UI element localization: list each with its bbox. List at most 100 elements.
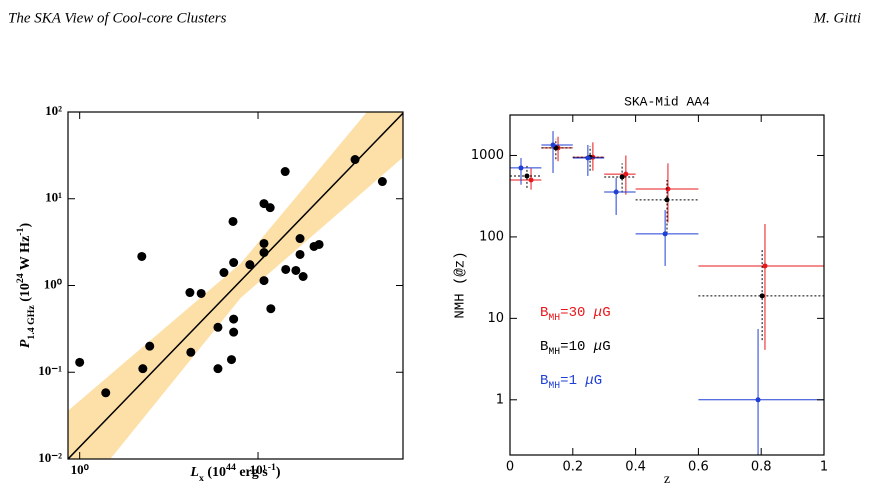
y-tick-label: 10 bbox=[487, 311, 504, 326]
y-tick-label: 10⁻¹ bbox=[38, 363, 62, 378]
label-part: 24 bbox=[15, 273, 26, 283]
plot-frame bbox=[509, 114, 825, 456]
y-tick-label: 100 bbox=[479, 229, 504, 244]
data-point bbox=[298, 271, 308, 281]
data-point bbox=[759, 293, 765, 299]
label-part: =30 bbox=[560, 305, 594, 321]
x-tick-label: 0.2 bbox=[562, 460, 583, 475]
x-axis-label: z bbox=[664, 472, 670, 487]
data-point bbox=[229, 314, 239, 324]
label-part: 1.4 GHz bbox=[26, 305, 37, 340]
y-axis-label: P1.4 GHz (1024 W Hz-1) bbox=[15, 223, 37, 349]
data-point bbox=[350, 155, 360, 165]
label-part: B bbox=[540, 373, 548, 389]
chart-title: SKA-Mid AA4 bbox=[624, 94, 710, 109]
data-point bbox=[585, 155, 591, 161]
data-point bbox=[137, 251, 147, 261]
y-tick-label: 10¹ bbox=[45, 190, 62, 205]
legend-entry: BMH=30 μG bbox=[540, 305, 611, 323]
y-tick-label: 1 bbox=[496, 392, 504, 407]
x-tick-label: 10¹ bbox=[250, 462, 267, 477]
label-part: MH bbox=[548, 346, 560, 357]
x-axis-label: Lx (1044 erg s-1) bbox=[189, 462, 281, 484]
data-point bbox=[295, 249, 305, 259]
y-tick-label: 10² bbox=[45, 103, 62, 118]
data-point bbox=[295, 234, 305, 244]
data-point bbox=[662, 231, 668, 237]
data-point bbox=[281, 264, 291, 274]
label-part: μ bbox=[593, 305, 602, 321]
data-point bbox=[226, 355, 236, 365]
label-part: ) bbox=[276, 465, 281, 480]
label-part: -1 bbox=[268, 462, 276, 473]
data-point bbox=[550, 142, 556, 148]
label-part: -1 bbox=[15, 227, 26, 235]
data-point bbox=[186, 347, 196, 357]
label-part: (10 bbox=[18, 283, 33, 305]
confidence-band bbox=[68, 112, 403, 459]
x-tick-label: 1 bbox=[820, 460, 828, 475]
legend-entry: BMH=1 μG bbox=[540, 373, 602, 391]
y-tick-label: 10⁻² bbox=[38, 450, 62, 465]
y-axis-label: NMH (@z) bbox=[453, 251, 469, 318]
label-part: x bbox=[199, 473, 204, 484]
x-tick-label: 0.6 bbox=[688, 460, 709, 475]
label-part: G bbox=[594, 373, 602, 389]
data-point bbox=[213, 364, 223, 374]
label-part: W Hz bbox=[18, 236, 33, 274]
data-point bbox=[623, 171, 629, 177]
label-part: G bbox=[602, 305, 610, 321]
label-part: μ bbox=[593, 339, 602, 355]
label-part: (10 bbox=[204, 465, 226, 480]
data-point bbox=[528, 177, 534, 183]
plot-area bbox=[510, 131, 824, 455]
running-title: The SKA View of Cool-core Clusters bbox=[8, 10, 227, 26]
data-point bbox=[259, 248, 269, 258]
y-tick-label: 1000 bbox=[471, 148, 504, 163]
data-point bbox=[75, 357, 85, 367]
label-part: =1 bbox=[560, 373, 585, 389]
x-tick-label: 0.8 bbox=[751, 460, 772, 475]
fit-line bbox=[68, 112, 403, 459]
data-point bbox=[138, 364, 148, 374]
data-point bbox=[266, 304, 276, 314]
legend-entry: BMH=10 μG bbox=[540, 339, 611, 357]
x-tick-label: 10⁰ bbox=[71, 462, 90, 477]
data-point bbox=[259, 276, 269, 286]
label-part: G bbox=[602, 339, 610, 355]
x-tick-label: 0.4 bbox=[625, 460, 646, 475]
label-part: MH bbox=[548, 380, 560, 391]
x-tick-label: 0 bbox=[506, 460, 514, 475]
label-part: B bbox=[540, 339, 548, 355]
running-author: M. Gitti bbox=[813, 10, 862, 26]
data-point bbox=[524, 173, 530, 179]
data-point bbox=[259, 238, 269, 248]
data-point bbox=[229, 327, 239, 337]
plot-area bbox=[68, 112, 403, 459]
data-point bbox=[185, 288, 195, 298]
label-part: erg s bbox=[236, 465, 268, 480]
label-part: MH bbox=[548, 312, 560, 323]
label-part: P bbox=[18, 339, 33, 348]
data-point bbox=[665, 186, 671, 192]
data-point bbox=[613, 189, 619, 195]
data-point bbox=[145, 341, 155, 351]
data-point bbox=[619, 174, 625, 180]
data-point bbox=[314, 239, 324, 249]
data-point bbox=[219, 268, 229, 278]
y-tick-label: 10⁰ bbox=[44, 276, 63, 291]
label-part: L bbox=[189, 465, 199, 480]
data-point bbox=[664, 197, 670, 203]
data-point bbox=[229, 258, 239, 268]
label-part: B bbox=[540, 305, 548, 321]
label-part: ) bbox=[18, 223, 33, 228]
data-point bbox=[755, 397, 761, 403]
data-point bbox=[196, 288, 206, 298]
data-point bbox=[228, 216, 238, 226]
data-point bbox=[280, 167, 290, 177]
data-point bbox=[762, 263, 768, 269]
label-part: =10 bbox=[560, 339, 594, 355]
label-part: 44 bbox=[226, 462, 236, 473]
data-point bbox=[518, 165, 524, 171]
